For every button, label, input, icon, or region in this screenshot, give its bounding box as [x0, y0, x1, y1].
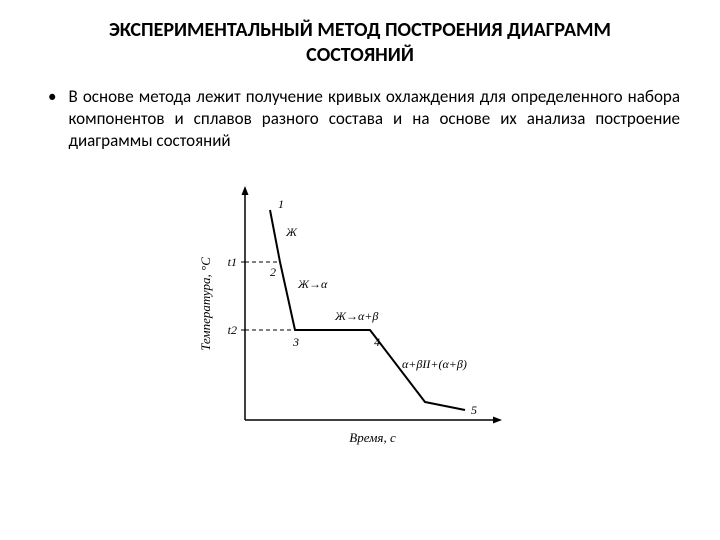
- bullet-item: • В основе метода лежит получение кривых…: [40, 86, 680, 152]
- svg-text:5: 5: [471, 403, 477, 417]
- bullet-text: В основе метода лежит получение кривых о…: [68, 86, 680, 152]
- svg-text:Ж: Ж: [285, 225, 298, 239]
- svg-text:Ж→α: Ж→α: [297, 277, 328, 291]
- svg-text:Время, с: Время, с: [349, 430, 396, 445]
- cooling-curve-chart: Температура, °С Время, с t1 t2 1 2 3 4 5 Ж Ж→α Ж→α+…: [40, 170, 680, 450]
- chart-svg: Температура, °С Время, с t1 t2 1 2 3 4 5 Ж Ж→α Ж→α+…: [190, 170, 530, 450]
- svg-text:α+βII+(α+β): α+βII+(α+β): [402, 357, 467, 371]
- title-line-2: СОСТОЯНИЙ: [306, 43, 414, 67]
- svg-text:t2: t2: [228, 323, 237, 337]
- svg-text:2: 2: [270, 265, 276, 279]
- svg-text:3: 3: [292, 335, 299, 349]
- svg-text:4: 4: [374, 335, 380, 349]
- svg-text:Ж→α+β: Ж→α+β: [334, 309, 378, 323]
- svg-text:1: 1: [278, 197, 284, 211]
- bullet-marker: •: [40, 86, 56, 152]
- title-line-1: ЭКСПЕРИМЕНТАЛЬНЫЙ МЕТОД ПОСТРОЕНИЯ ДИАГР…: [109, 18, 611, 42]
- slide-title: ЭКСПЕРИМЕНТАЛЬНЫЙ МЕТОД ПОСТРОЕНИЯ ДИАГР…: [40, 18, 680, 68]
- svg-text:Температура, °С: Температура, °С: [198, 257, 213, 351]
- svg-text:t1: t1: [228, 255, 237, 269]
